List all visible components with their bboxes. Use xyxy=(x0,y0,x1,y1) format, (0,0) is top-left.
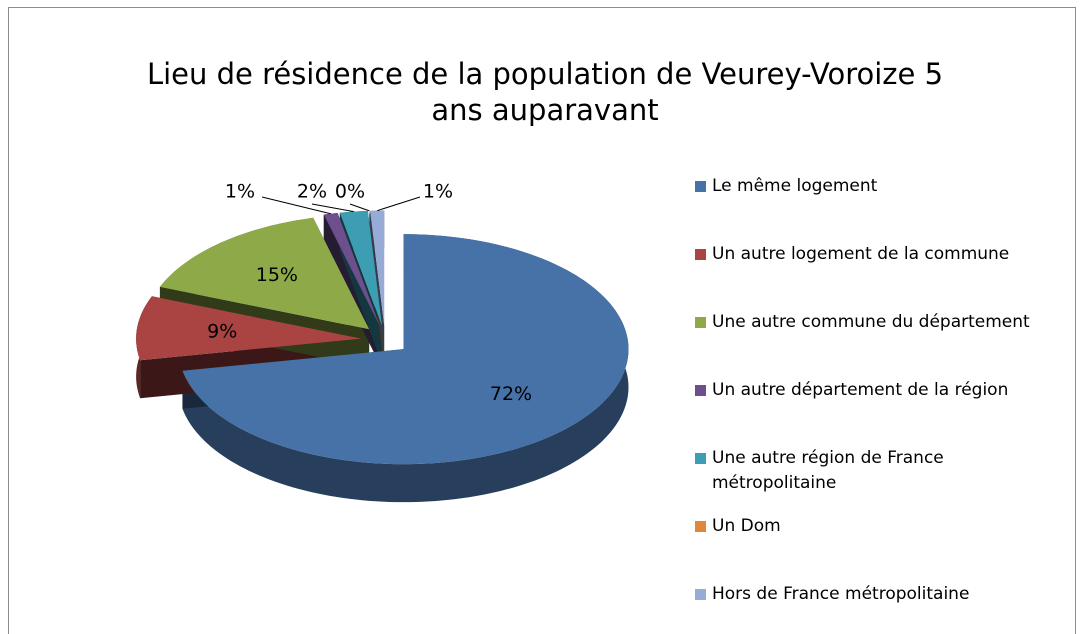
legend-label: Un Dom xyxy=(712,516,781,536)
slice xyxy=(159,217,370,330)
legend: Le même logement Un autre logement de la … xyxy=(695,174,1045,634)
chart-title: Lieu de résidence de la population de Ve… xyxy=(146,57,944,127)
legend-item: Une autre région de France métropolitain… xyxy=(695,446,1045,496)
legend-label: Hors de France métropolitaine xyxy=(712,584,970,604)
slice xyxy=(182,234,629,465)
leader-line xyxy=(377,196,421,212)
legend-swatch xyxy=(695,181,706,192)
slice xyxy=(370,210,385,326)
legend-swatch xyxy=(695,453,706,464)
legend-swatch xyxy=(695,521,706,532)
legend-swatch xyxy=(695,589,706,600)
legend-item: Un autre département de la région xyxy=(695,378,1045,403)
chart-frame xyxy=(8,7,1076,634)
legend-item: Le même logement xyxy=(695,174,1045,199)
leader-line xyxy=(261,196,331,215)
legend-label: Une autre région de France métropolitain… xyxy=(712,448,944,493)
legend-label: Une autre commune du département xyxy=(712,312,1030,332)
legend-swatch xyxy=(695,385,706,396)
leader-line xyxy=(349,203,370,212)
legend-label: Un autre logement de la commune xyxy=(712,244,1010,264)
slice-tops xyxy=(136,210,629,465)
leader-line xyxy=(311,203,354,213)
legend-item: Une autre commune du département xyxy=(695,310,1045,335)
data-label: 9% xyxy=(207,320,237,342)
slice xyxy=(339,210,382,326)
data-label: 1% xyxy=(423,181,453,203)
data-label: 15% xyxy=(256,264,298,286)
legend-label: Un autre département de la région xyxy=(712,380,1009,400)
legend-item: Hors de France métropolitaine xyxy=(695,582,1045,607)
legend-swatch xyxy=(695,317,706,328)
legend-label: Le même logement xyxy=(712,176,878,196)
slice xyxy=(323,212,380,326)
data-label: 0% xyxy=(335,181,365,203)
data-label: 72% xyxy=(490,383,532,405)
slice xyxy=(136,296,362,361)
data-label: 1% xyxy=(225,181,255,203)
legend-swatch xyxy=(695,249,706,260)
data-label: 2% xyxy=(297,181,327,203)
legend-item: Un Dom xyxy=(695,514,1045,539)
legend-item: Un autre logement de la commune xyxy=(695,242,1045,267)
